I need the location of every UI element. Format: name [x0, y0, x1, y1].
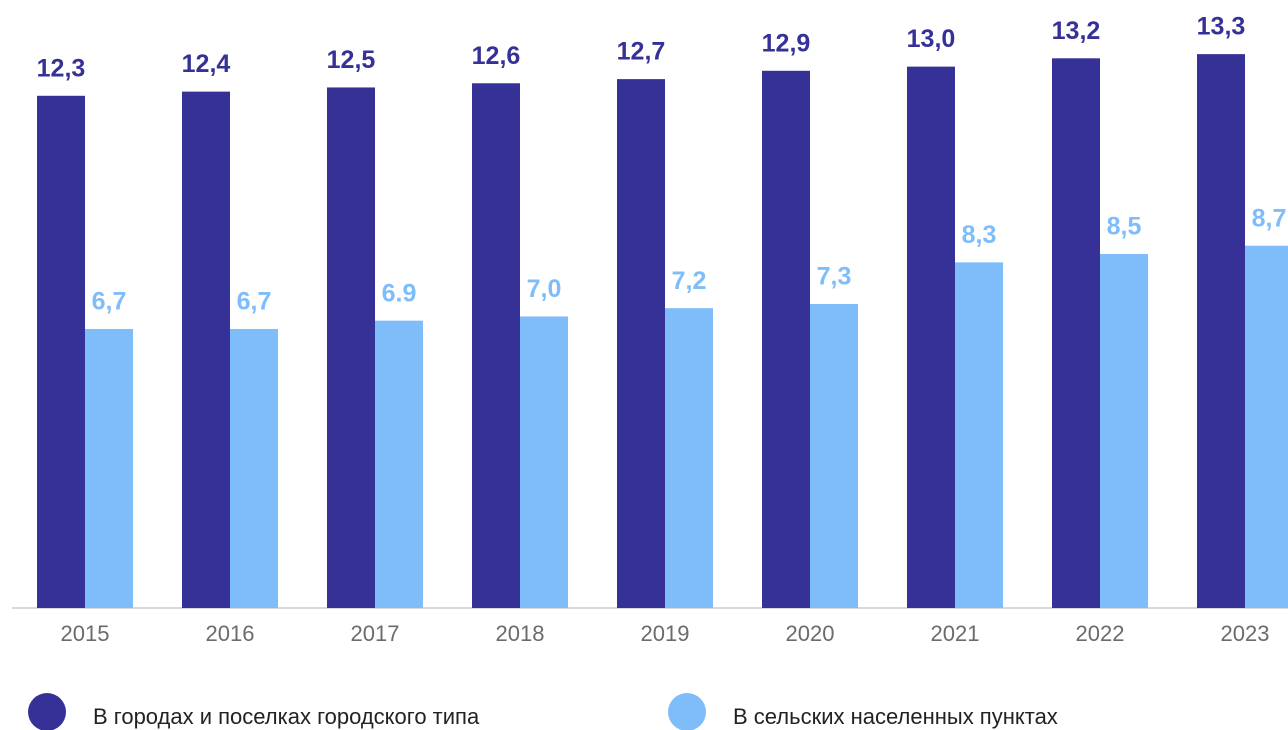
bar [762, 70, 810, 609]
value-label: 12,7 [617, 38, 666, 66]
x-tick-label: 2017 [351, 621, 400, 646]
x-tick-label: 2018 [496, 621, 545, 646]
legend-marker [28, 693, 66, 730]
value-label: 7,2 [672, 267, 707, 295]
value-label: 7,3 [817, 263, 852, 291]
value-label: 8,5 [1107, 213, 1142, 241]
bar [907, 66, 955, 609]
bar [375, 320, 423, 608]
bar [85, 328, 133, 608]
value-label: 6,7 [237, 288, 272, 316]
bar [520, 316, 568, 608]
x-tick-label: 2023 [1221, 621, 1270, 646]
value-label: 12,4 [182, 50, 231, 78]
legend-label: В сельских населенных пунктах [733, 704, 1058, 729]
value-label: 13,2 [1052, 17, 1101, 45]
legend-label: В городах и поселках городского типа [93, 704, 480, 729]
bar [1245, 245, 1288, 609]
x-tick-label: 2020 [786, 621, 835, 646]
x-tick-label: 2015 [61, 621, 110, 646]
bar [617, 79, 665, 608]
value-label: 7,0 [527, 275, 562, 303]
bar [665, 308, 713, 608]
value-label: 12,9 [762, 29, 811, 57]
x-tick-label: 2019 [641, 621, 690, 646]
value-label: 6,7 [92, 288, 127, 316]
value-label: 12,3 [37, 54, 86, 82]
x-tick-label: 2016 [206, 621, 255, 646]
bar [955, 262, 1003, 608]
bar [472, 83, 520, 609]
bar [182, 91, 230, 608]
value-label: 13,3 [1197, 13, 1246, 41]
bar [327, 87, 375, 609]
bar [810, 304, 858, 608]
value-label: 12,5 [327, 46, 376, 74]
value-label: 6.9 [382, 279, 417, 307]
bar [230, 328, 278, 608]
bar [1052, 58, 1100, 608]
value-label: 12,6 [472, 42, 521, 70]
x-tick-label: 2021 [931, 621, 980, 646]
x-tick-label: 2022 [1076, 621, 1125, 646]
legend-marker [668, 693, 706, 730]
bar [37, 95, 85, 608]
bar [1100, 254, 1148, 608]
value-label: 8,3 [962, 221, 997, 249]
value-label: 13,0 [907, 25, 956, 53]
value-label: 8,7 [1252, 204, 1287, 232]
bar [1197, 54, 1245, 609]
